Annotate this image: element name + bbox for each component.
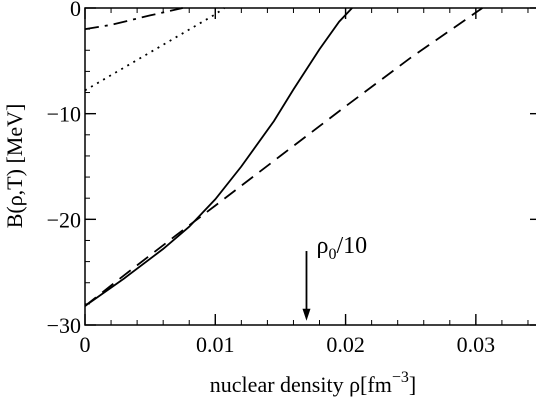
series-dashed-line	[84, 7, 483, 307]
series-lines	[84, 7, 483, 307]
annotations: ρ0/10	[302, 233, 367, 321]
annotation-arrow-head	[302, 308, 311, 321]
x-tick-label: 0.01	[196, 332, 235, 357]
x-tick-label: 0	[80, 332, 91, 357]
x-axis-title: nuclear density ρ[fm−3]	[210, 369, 416, 397]
series-dashdot-line	[84, 7, 183, 30]
y-tick-label: −20	[47, 207, 81, 232]
x-tick-label: 0.03	[457, 332, 496, 357]
y-tick-label: −30	[47, 313, 81, 338]
x-tick-label: 0.02	[326, 332, 365, 357]
tick-labels: 0 0.01 0.02 0.03 0 −10 −20 −30	[47, 0, 496, 357]
plot-frame	[84, 7, 536, 326]
series-solid-line	[84, 7, 353, 307]
axis-ticks	[84, 7, 536, 326]
annotation-label: ρ0/10	[316, 233, 367, 263]
series-dotted-line	[84, 7, 225, 92]
y-tick-label: −10	[47, 102, 81, 127]
y-axis-title: B(ρ,T) [MeV]	[2, 104, 27, 229]
y-tick-label: 0	[70, 0, 81, 21]
